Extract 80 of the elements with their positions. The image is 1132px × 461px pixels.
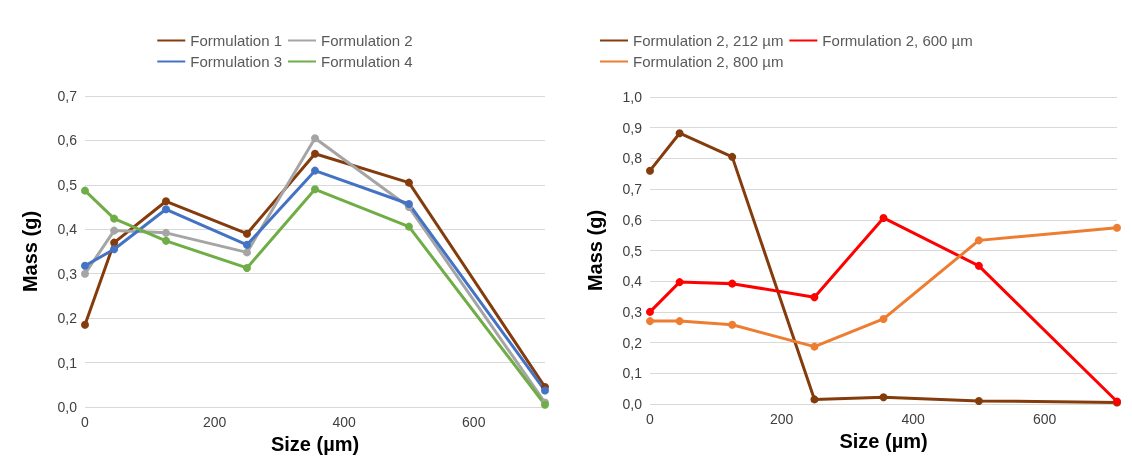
y-tick-label: 0,5 bbox=[622, 242, 643, 259]
point bbox=[879, 314, 888, 323]
point bbox=[879, 213, 888, 222]
legend-label: Formulation 2, 600 µm bbox=[822, 32, 973, 49]
point bbox=[810, 293, 819, 302]
point bbox=[110, 245, 119, 254]
point bbox=[728, 152, 737, 161]
y-tick-label: 0,1 bbox=[622, 365, 643, 382]
point bbox=[974, 236, 983, 245]
y-tick-label: 0,1 bbox=[57, 354, 78, 371]
point bbox=[1113, 223, 1121, 232]
x-tick-label: 0 bbox=[646, 411, 655, 427]
point bbox=[728, 279, 737, 288]
legend-label: Formulation 4 bbox=[321, 53, 413, 70]
point bbox=[810, 342, 819, 351]
y-tick-label: 0,9 bbox=[622, 119, 643, 136]
point bbox=[675, 317, 684, 326]
point bbox=[646, 317, 654, 326]
point bbox=[404, 222, 413, 231]
point bbox=[311, 134, 319, 143]
point bbox=[541, 386, 549, 395]
point bbox=[242, 263, 251, 272]
y-tick-label: 0,4 bbox=[57, 221, 78, 238]
point bbox=[81, 261, 89, 270]
point bbox=[161, 236, 170, 245]
y-tick-label: 0,6 bbox=[57, 132, 78, 149]
point bbox=[242, 229, 251, 238]
point bbox=[81, 269, 89, 278]
x-axis-title: Size (µm) bbox=[270, 432, 360, 455]
y-axis-title: Mass (g) bbox=[584, 209, 606, 292]
point bbox=[81, 320, 89, 329]
point bbox=[242, 248, 251, 257]
point bbox=[110, 214, 119, 223]
point bbox=[242, 240, 251, 249]
y-tick-label: 0,8 bbox=[622, 150, 643, 167]
point bbox=[879, 393, 888, 402]
y-axis-title: Mass (g) bbox=[19, 210, 41, 293]
y-tick-label: 0,7 bbox=[57, 88, 78, 104]
y-tick-label: 0,6 bbox=[622, 211, 643, 228]
point bbox=[646, 307, 654, 316]
x-tick-label: 200 bbox=[202, 414, 227, 430]
point bbox=[810, 395, 819, 404]
x-tick-label: 400 bbox=[332, 414, 357, 430]
point bbox=[675, 278, 684, 287]
y-tick-label: 0,7 bbox=[622, 181, 643, 198]
point bbox=[728, 320, 737, 329]
legend-label: Formulation 3 bbox=[190, 53, 283, 70]
point bbox=[675, 129, 684, 138]
point bbox=[974, 261, 983, 270]
legend-label: Formulation 1 bbox=[190, 32, 283, 49]
y-tick-label: 0,0 bbox=[57, 399, 78, 415]
y-tick-label: 0,4 bbox=[622, 273, 643, 290]
point bbox=[81, 186, 89, 195]
y-tick-label: 0,2 bbox=[57, 310, 78, 327]
x-tick-label: 400 bbox=[901, 411, 925, 427]
point bbox=[404, 178, 413, 187]
point bbox=[311, 149, 319, 158]
y-tick-label: 0,3 bbox=[622, 303, 643, 320]
legend-label: Formulation 2 bbox=[321, 32, 413, 49]
y-tick-label: 0,5 bbox=[57, 176, 78, 193]
point bbox=[161, 197, 170, 206]
point bbox=[646, 166, 654, 175]
y-tick-label: 0,2 bbox=[622, 334, 643, 351]
legend-label: Formulation 2, 212 µm bbox=[633, 32, 784, 49]
x-tick-label: 200 bbox=[769, 411, 794, 427]
point bbox=[404, 199, 413, 208]
y-tick-label: 0,0 bbox=[622, 396, 643, 412]
y-tick-label: 1,0 bbox=[622, 89, 643, 105]
x-tick-label: 600 bbox=[1032, 411, 1057, 427]
point bbox=[974, 396, 983, 405]
point bbox=[311, 185, 319, 194]
point bbox=[161, 205, 170, 214]
point bbox=[161, 228, 170, 237]
x-axis-title: Size (µm) bbox=[839, 429, 928, 452]
y-tick-label: 0,3 bbox=[57, 265, 78, 282]
point bbox=[110, 226, 119, 235]
point bbox=[311, 166, 319, 175]
x-tick-label: 0 bbox=[81, 414, 90, 430]
x-tick-label: 600 bbox=[462, 414, 486, 430]
legend-label: Formulation 2, 800 µm bbox=[633, 53, 784, 70]
